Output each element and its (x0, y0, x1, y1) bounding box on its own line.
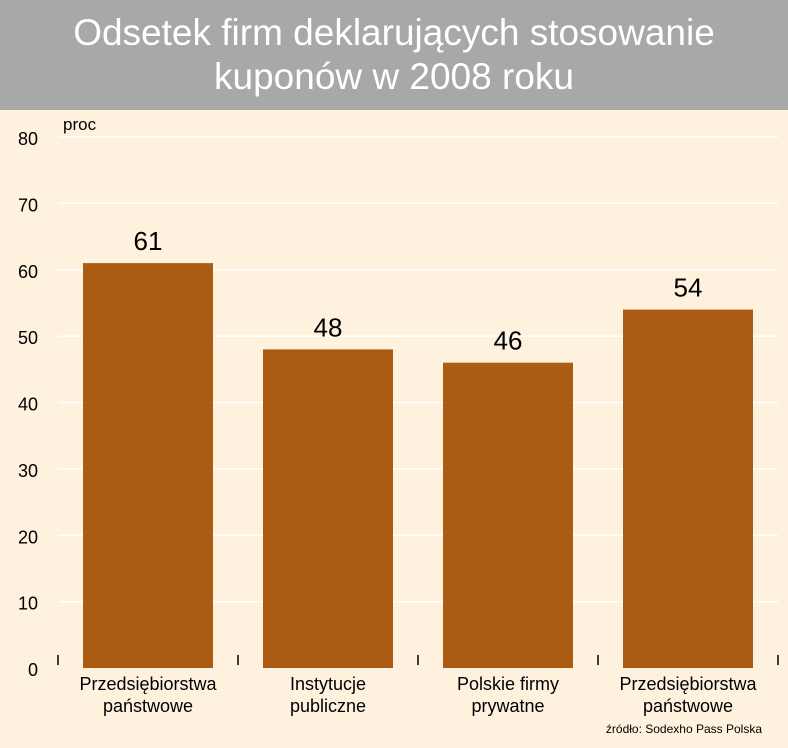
data-label: 46 (494, 326, 523, 356)
data-label: 54 (674, 273, 703, 303)
y-axis-label: proc (63, 115, 97, 134)
y-tick-label: 30 (18, 461, 38, 481)
x-tick-label: Przedsiębiorstwa (79, 674, 217, 694)
bar (263, 349, 393, 668)
y-tick-label: 10 (18, 594, 38, 614)
y-tick-label: 60 (18, 262, 38, 282)
y-tick-label: 40 (18, 395, 38, 415)
y-tick-label: 50 (18, 328, 38, 348)
x-tick-label: Instytucje (290, 674, 366, 694)
bar (623, 309, 753, 668)
title-bar: Odsetek firm deklarujących stosowanie ku… (0, 0, 788, 110)
source-note: źródło: Sodexho Pass Polska (605, 722, 762, 736)
data-label: 48 (314, 312, 343, 342)
data-label: 61 (134, 226, 163, 256)
y-tick-label: 20 (18, 527, 38, 547)
x-tick-label: państwowe (103, 696, 193, 716)
x-tick-label: Polskie firmy (457, 674, 559, 694)
chart-title-line-2: kuponów w 2008 roku (214, 56, 574, 97)
bar (443, 362, 573, 668)
x-tick-label: prywatne (471, 696, 544, 716)
y-tick-label: 0 (28, 660, 38, 680)
x-tick-label: publiczne (290, 696, 366, 716)
y-tick-label: 70 (18, 195, 38, 215)
bar (83, 263, 213, 668)
x-tick-label: państwowe (643, 696, 733, 716)
chart-title-line-1: Odsetek firm deklarujących stosowanie (73, 12, 715, 53)
x-tick-label: Przedsiębiorstwa (619, 674, 757, 694)
y-tick-label: 80 (18, 129, 38, 149)
